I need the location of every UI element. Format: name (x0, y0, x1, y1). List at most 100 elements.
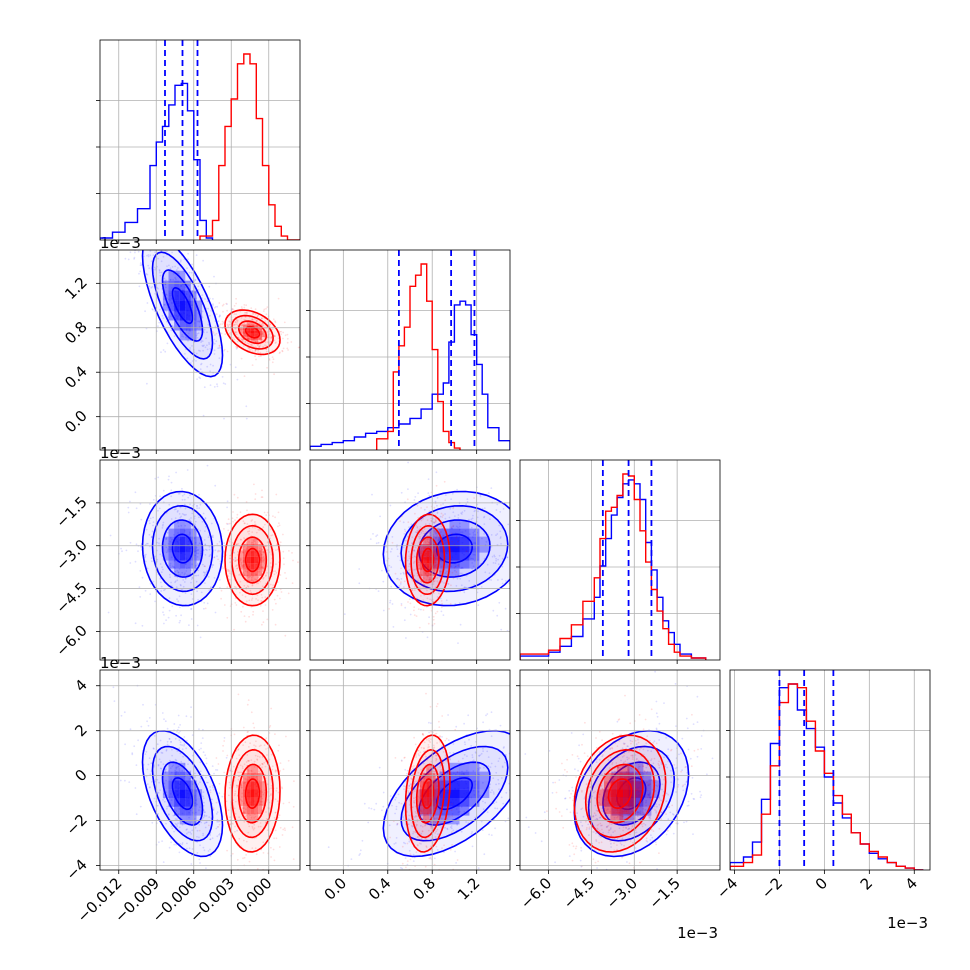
blue-sample-point (477, 510, 479, 513)
blue-sample-point (212, 298, 214, 300)
y-tick-label: −1.5 (52, 493, 90, 531)
blue-sample-point (474, 533, 477, 536)
red-sample-point (441, 560, 443, 563)
blue-sample-point (170, 581, 173, 584)
red-sample-point (234, 776, 237, 778)
red-sample-point (450, 526, 453, 529)
red-sample-point (262, 567, 265, 569)
blue-sample-point (523, 552, 525, 554)
blue-contour-2 (418, 761, 491, 826)
red-sample-point (246, 570, 249, 573)
red-density-cell (250, 333, 255, 337)
blue-density-cell (174, 520, 180, 529)
red-sample-point (412, 767, 414, 770)
red-sample-point (412, 562, 415, 564)
red-sample-point (252, 345, 255, 348)
red-sample-point (270, 566, 272, 568)
blue-sample-point (480, 752, 483, 755)
blue-sample-point (196, 564, 199, 567)
blue-contour-3 (151, 745, 214, 842)
red-sample-point (414, 531, 417, 533)
red-sample-point (415, 615, 418, 617)
red-sample-point (260, 593, 263, 596)
red-sample-point (408, 557, 411, 560)
red-density-cell (423, 797, 427, 806)
blue-sample-point (439, 570, 442, 573)
blue-sample-point (151, 227, 153, 229)
blue-sample-point (506, 556, 509, 559)
red-density-cell (258, 781, 263, 790)
blue-sample-point (165, 748, 168, 751)
blue-sample-point (578, 721, 580, 723)
red-sample-point (415, 823, 418, 826)
blue-sample-point (452, 743, 455, 745)
red-density-cell (254, 576, 259, 583)
blue-sample-point (205, 781, 208, 784)
red-density-cell (246, 789, 251, 798)
red-density-cell (254, 336, 259, 340)
blue-sample-point (522, 530, 524, 532)
red-sample-point (276, 594, 279, 597)
blue-sample-point (502, 508, 505, 510)
blue-sample-point (178, 747, 181, 750)
blue-sample-point (455, 725, 458, 728)
red-sample-point (442, 534, 445, 537)
red-sample-point (252, 828, 255, 831)
blue-sample-point (179, 752, 182, 755)
red-sample-point (217, 558, 220, 561)
red-sample-point (237, 749, 240, 751)
blue-sample-point (145, 775, 148, 778)
blue-sample-point (164, 283, 167, 286)
red-sample-point (246, 731, 249, 734)
red-density-cell (426, 576, 430, 583)
red-sample-point (438, 570, 441, 573)
blue-sample-point (460, 512, 462, 514)
red-sample-point (255, 740, 257, 743)
blue-sample-point (492, 562, 495, 564)
blue-sample-point (170, 771, 173, 774)
blue-sample-point (397, 793, 400, 796)
red-sample-point (423, 777, 425, 779)
blue-sample-point (183, 498, 186, 501)
red-contour-4 (224, 309, 281, 356)
blue-sample-point (204, 573, 207, 576)
blue-sample-point (201, 310, 204, 313)
red-sample-point (442, 748, 444, 750)
red-sample-point (435, 484, 438, 487)
blue-sample-point (160, 590, 163, 592)
red-sample-point (452, 507, 454, 510)
blue-sample-point (532, 701, 534, 703)
red-sample-point (239, 818, 242, 821)
red-sample-point (434, 612, 437, 615)
blue-sample-point (163, 614, 165, 616)
blue-sample-point (184, 578, 187, 580)
red-sample-point (452, 577, 455, 580)
blue-density-cell (174, 762, 180, 772)
blue-sample-point (196, 803, 198, 806)
blue-sample-point (363, 802, 366, 805)
red-sample-point (246, 545, 249, 548)
red-sample-point (445, 783, 448, 786)
blue-sample-point (170, 741, 172, 743)
blue-density-cell (185, 280, 191, 291)
blue-sample-point (522, 747, 524, 749)
blue-sample-point (183, 573, 186, 576)
red-sample-point (262, 841, 265, 844)
red-sample-point (422, 585, 425, 588)
red-sample-point (279, 330, 281, 333)
blue-sample-point (157, 325, 159, 327)
red-sample-point (429, 705, 432, 708)
blue-sample-point (161, 566, 164, 569)
blue-sample-point (454, 569, 456, 572)
red-sample-point (245, 304, 248, 307)
blue-sample-point (209, 370, 212, 373)
red-sample-point (266, 549, 269, 551)
red-sample-point (422, 545, 424, 548)
red-sample-point (279, 351, 281, 354)
red-sample-point (261, 803, 263, 806)
red-sample-point (237, 778, 240, 781)
blue-sample-point (467, 714, 470, 717)
red-sample-point (281, 787, 284, 790)
blue-sample-point (180, 524, 183, 527)
red-sample-point (244, 340, 247, 343)
